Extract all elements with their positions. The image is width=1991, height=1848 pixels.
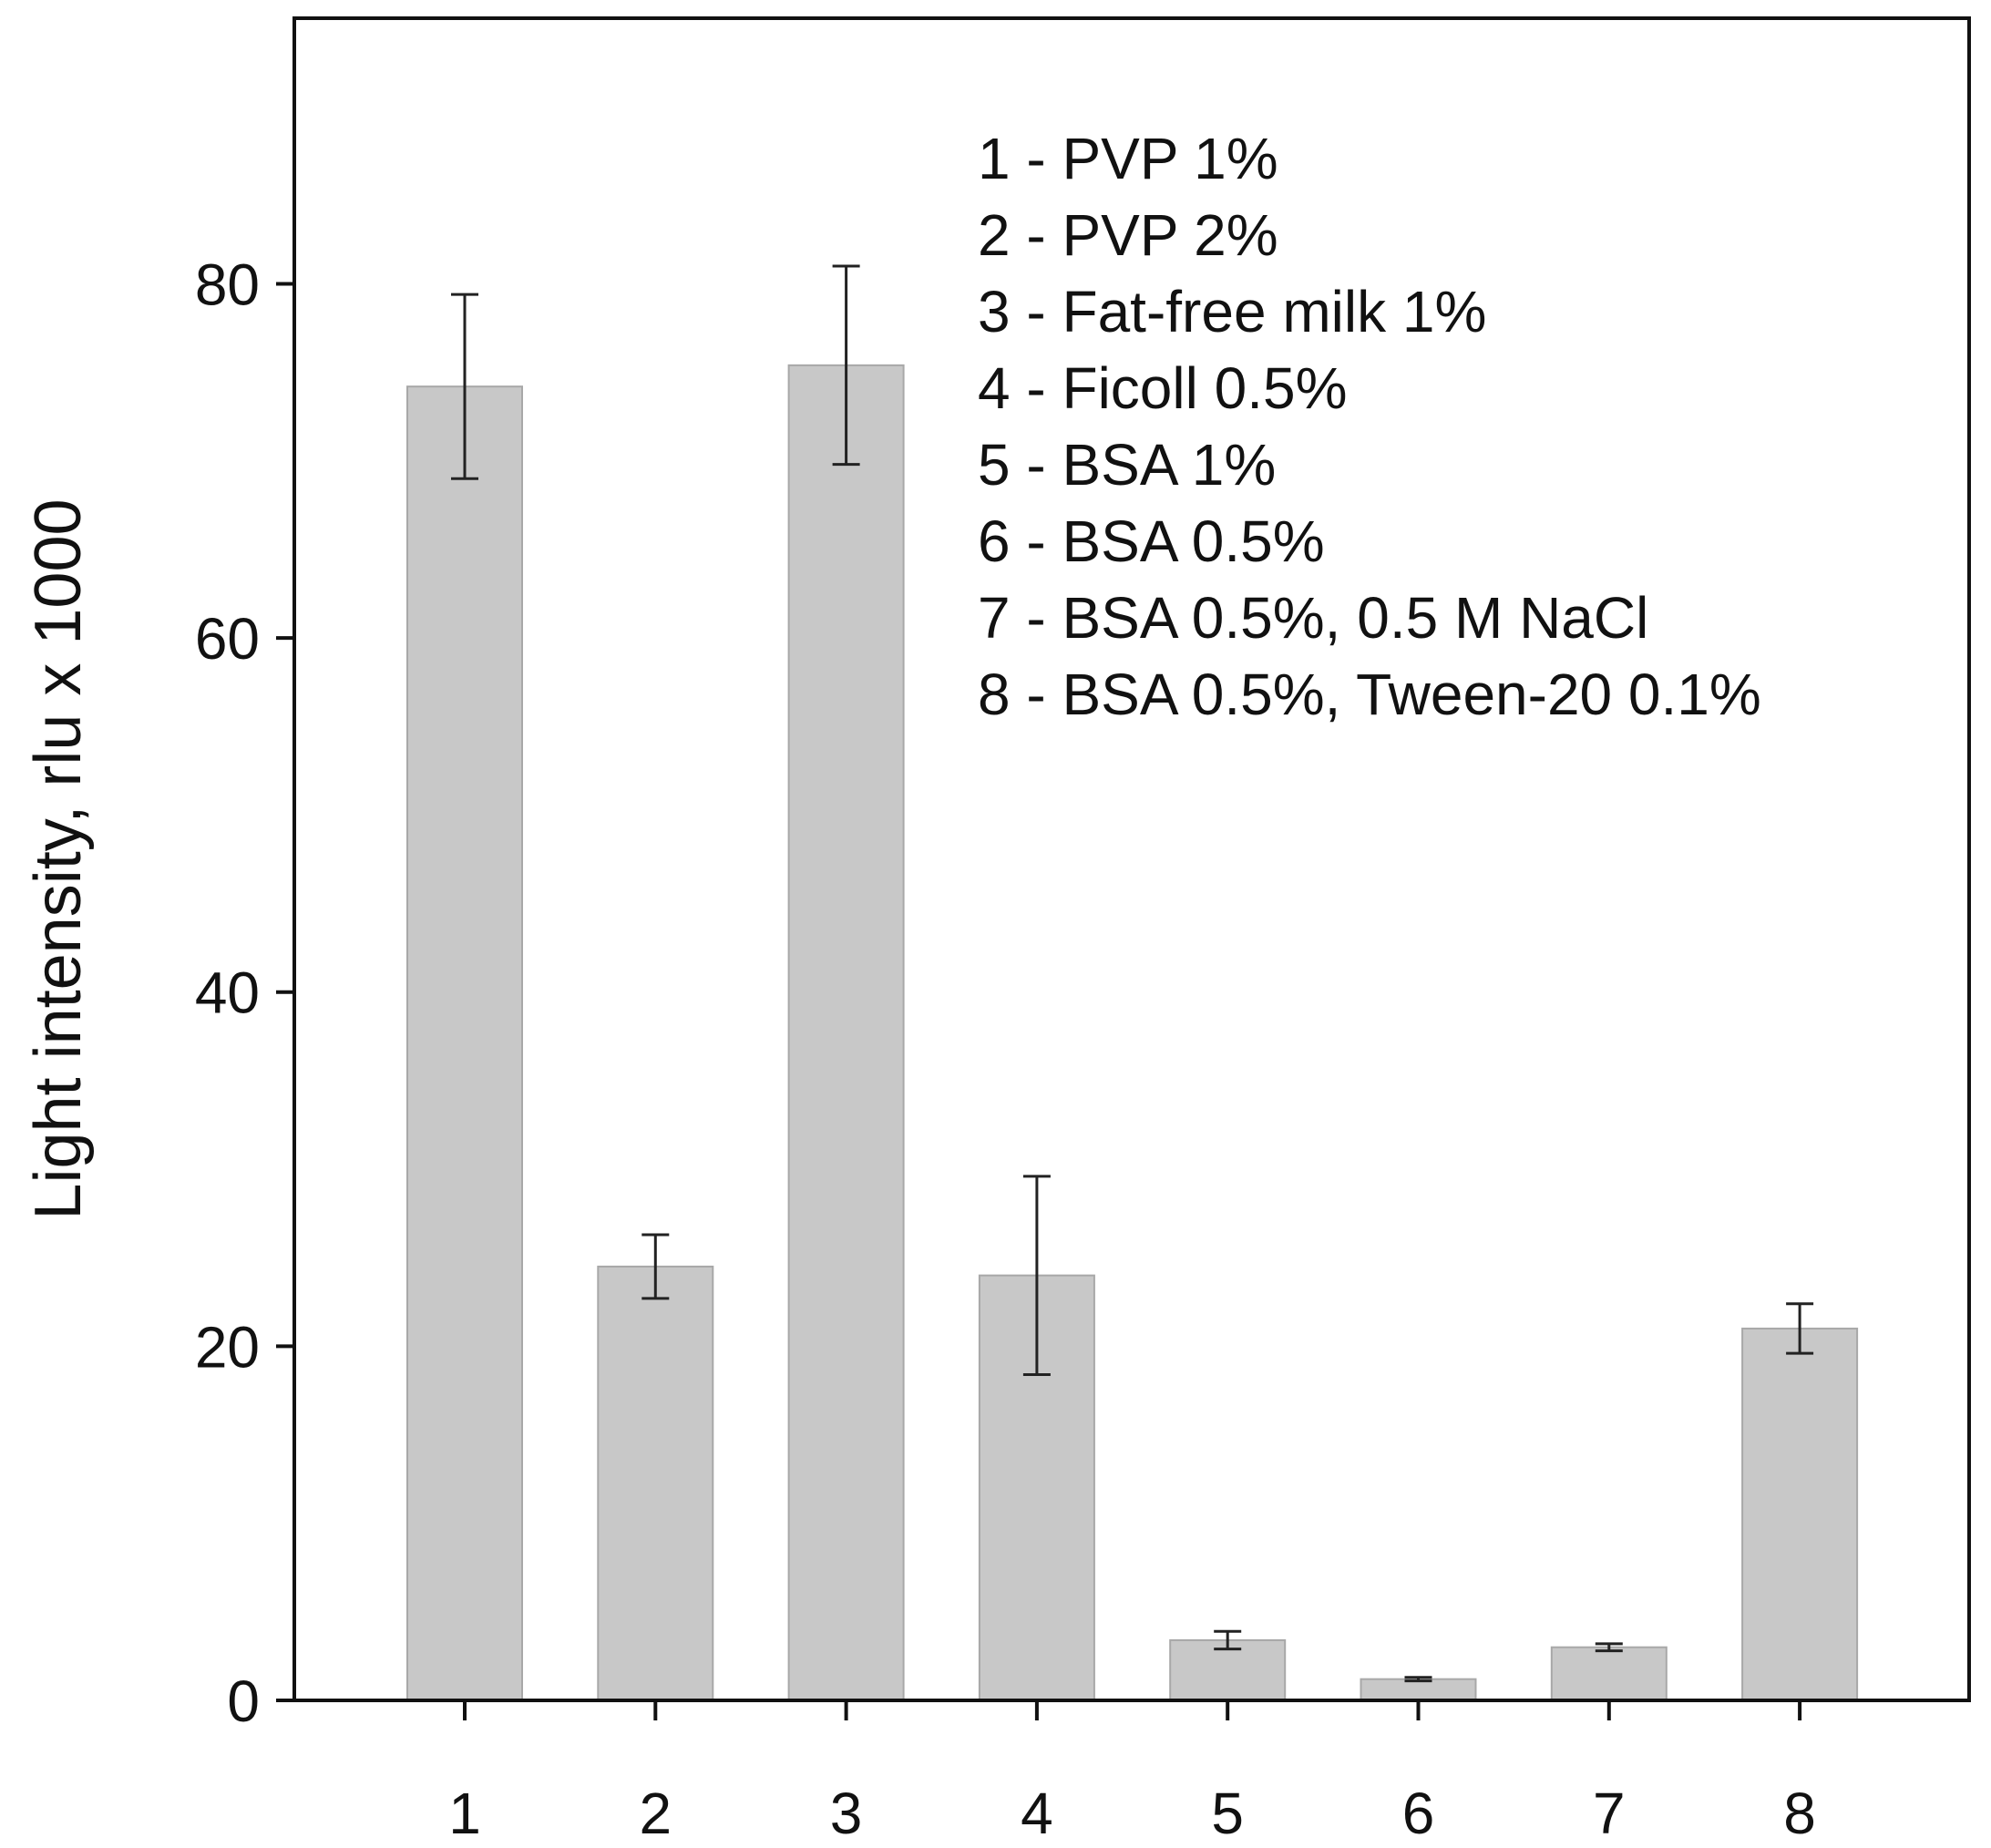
x-axis-ticks: 1 2 3 4 5 6 7 8 xyxy=(448,1700,1816,1846)
legend-entry: 6 - BSA 0.5% xyxy=(978,508,1325,574)
bar-7 xyxy=(1550,1646,1668,1702)
y-tick-label: 80 xyxy=(195,252,260,317)
y-tick-label: 60 xyxy=(195,606,260,672)
legend-entry: 4 - Ficoll 0.5% xyxy=(978,355,1347,421)
x-tick-label: 8 xyxy=(1783,1781,1816,1846)
y-axis-label: Light intensity, rlu x 1000 xyxy=(22,498,95,1219)
bar-6 xyxy=(1360,1678,1477,1702)
legend-entry: 3 - Fat-free milk 1% xyxy=(978,279,1486,344)
y-tick-label: 20 xyxy=(195,1314,260,1380)
legend-entry: 7 - BSA 0.5%, 0.5 M NaCl xyxy=(978,585,1648,651)
y-tick-label: 0 xyxy=(227,1668,260,1734)
x-tick-label: 4 xyxy=(1021,1781,1053,1846)
bar-series xyxy=(406,364,1859,1702)
bar-1 xyxy=(406,385,523,1701)
legend-entry: 1 - PVP 1% xyxy=(978,126,1278,191)
legend-entry: 2 - PVP 2% xyxy=(978,202,1278,268)
legend-entry: 5 - BSA 1% xyxy=(978,432,1276,498)
bar-2 xyxy=(597,1265,714,1701)
x-tick-label: 5 xyxy=(1211,1781,1244,1846)
error-bars xyxy=(451,264,1814,1683)
y-tick-label: 40 xyxy=(195,960,260,1026)
x-tick-label: 7 xyxy=(1593,1781,1626,1846)
x-tick-label: 6 xyxy=(1402,1781,1435,1846)
legend: 1 - PVP 1% 2 - PVP 2% 3 - Fat-free milk 1%… xyxy=(978,126,1761,727)
x-tick-label: 2 xyxy=(640,1781,672,1846)
bar-3 xyxy=(787,364,905,1702)
y-axis-ticks: 0 20 40 60 80 xyxy=(195,252,294,1734)
bar-8 xyxy=(1741,1327,1859,1702)
x-tick-label: 3 xyxy=(830,1781,863,1846)
x-tick-label: 1 xyxy=(448,1781,481,1846)
legend-entry: 8 - BSA 0.5%, Tween-20 0.1% xyxy=(978,662,1761,727)
